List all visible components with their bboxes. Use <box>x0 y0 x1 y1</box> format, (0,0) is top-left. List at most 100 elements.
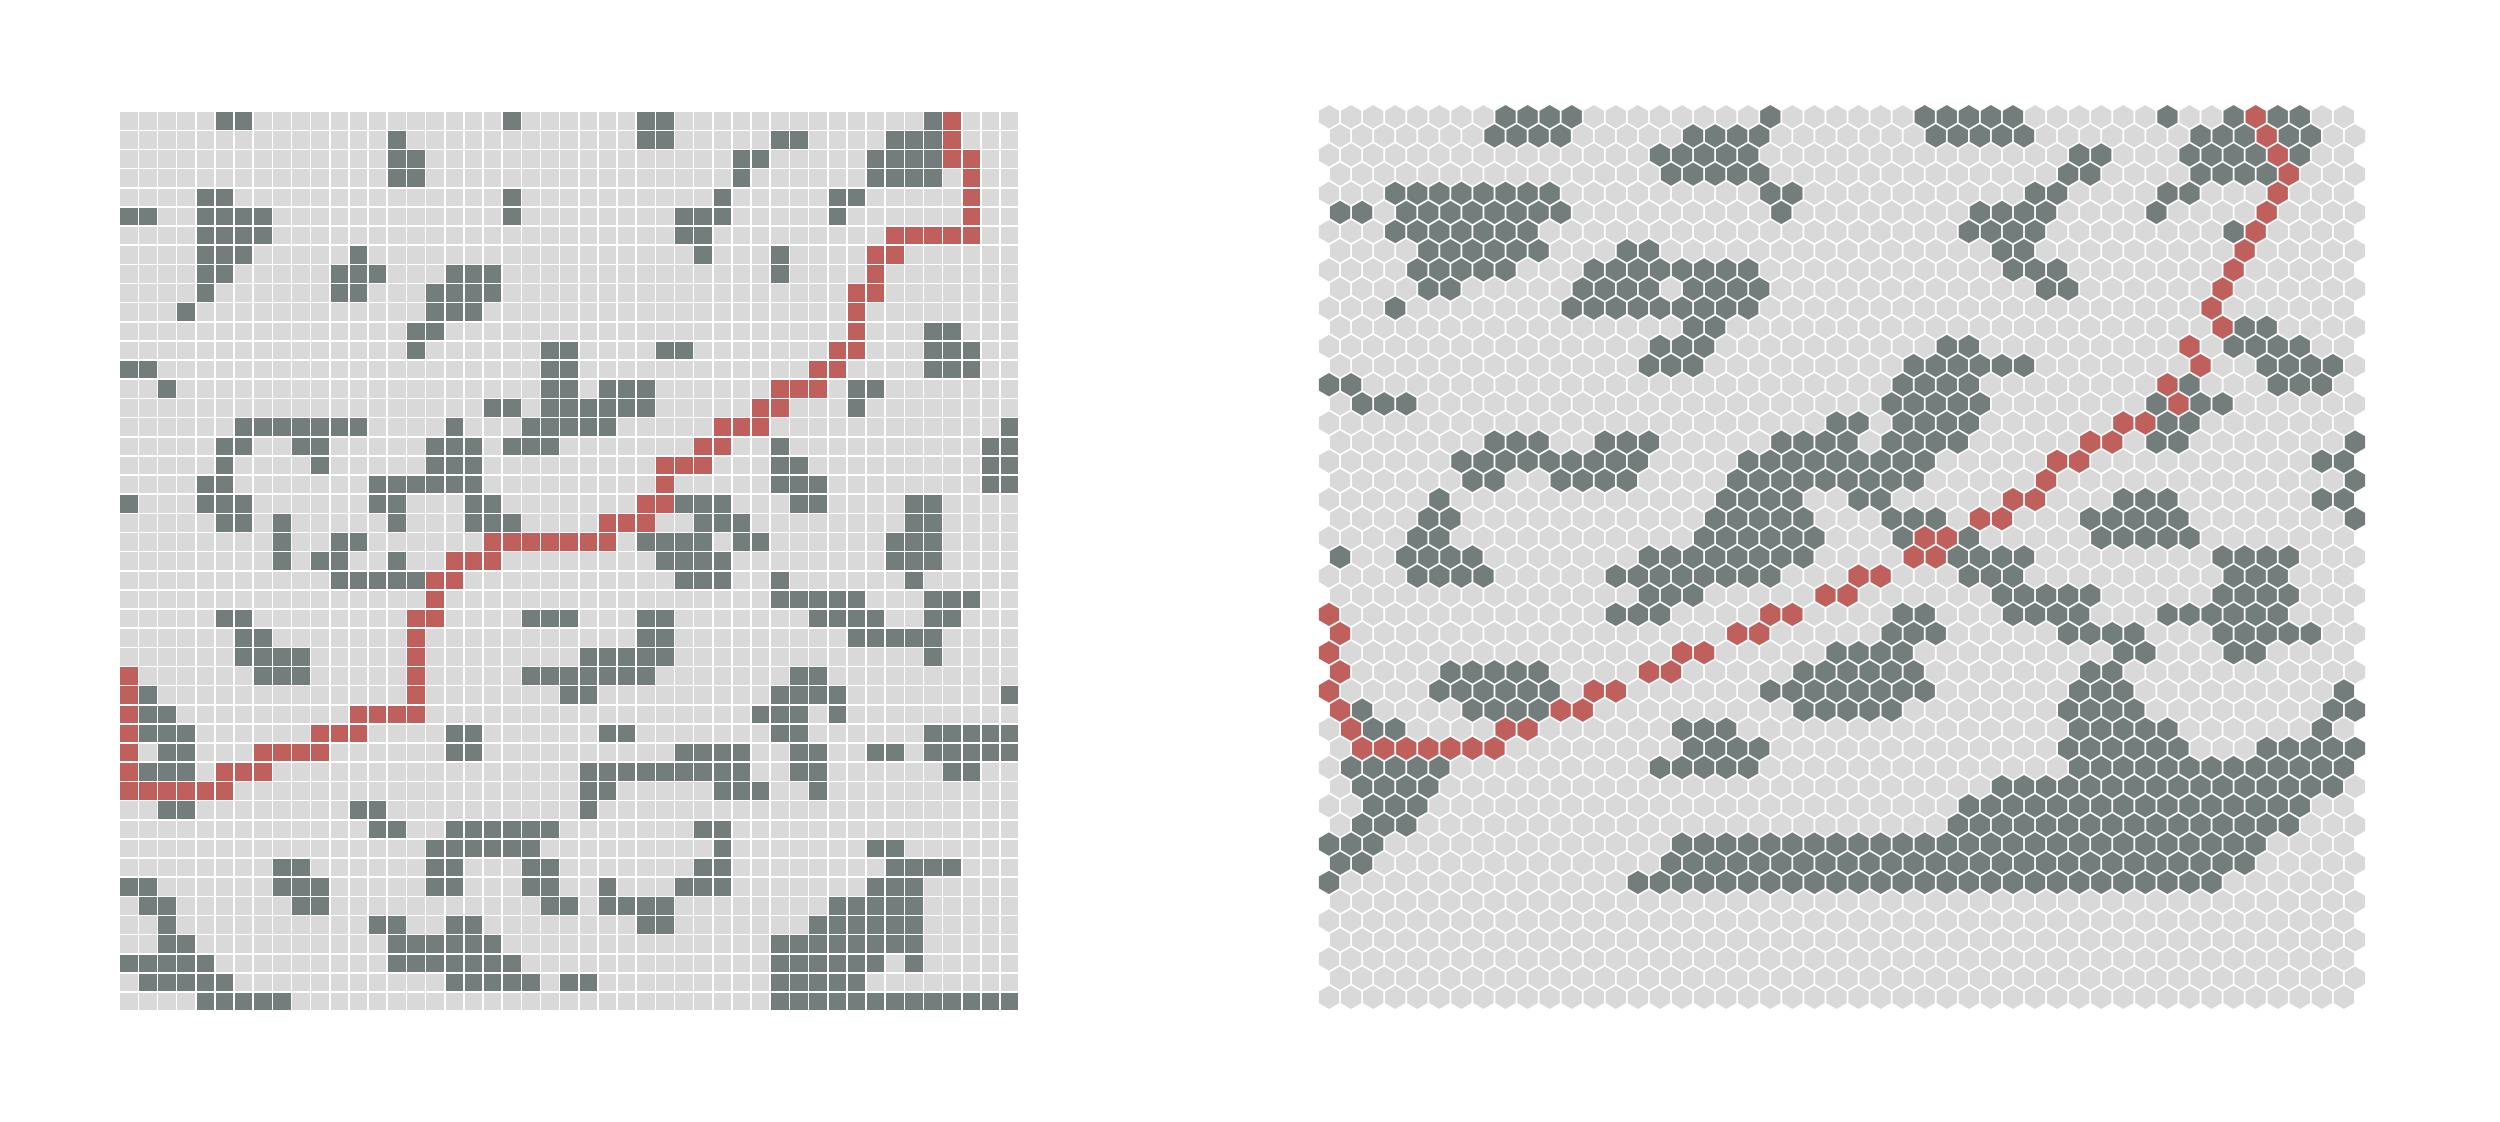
hex-cell-empty <box>1638 698 1660 722</box>
square-cell-empty <box>273 284 291 302</box>
square-cell-empty <box>483 858 502 877</box>
square-cell-empty <box>637 992 655 1011</box>
square-cell-wall <box>598 897 617 915</box>
square-cell-empty <box>598 456 617 475</box>
square-cell-empty <box>828 514 847 532</box>
hex-cell-wall <box>1418 507 1439 531</box>
hex-cell-empty <box>2311 296 2333 320</box>
hex-cell-path <box>2190 353 2211 378</box>
hex-cell-empty <box>1605 755 1626 780</box>
square-cell-empty <box>943 629 961 647</box>
hex-cell-wall <box>2146 774 2167 799</box>
hex-cell-empty <box>2201 373 2222 397</box>
hex-cell-wall <box>2091 870 2112 895</box>
square-cell-empty <box>598 112 617 130</box>
hex-cell-empty <box>1495 373 1516 397</box>
hex-cell-empty <box>1815 315 1836 340</box>
square-cell-empty <box>771 801 789 819</box>
square-cell-empty <box>215 571 234 590</box>
square-cell-empty <box>962 552 981 570</box>
square-cell-empty <box>694 322 712 341</box>
square-cell-wall <box>215 609 234 628</box>
hex-cell-wall <box>1991 851 2013 875</box>
square-cell-wall <box>254 992 272 1011</box>
hex-cell-wall <box>1760 832 1781 856</box>
square-cell-wall <box>579 667 598 685</box>
square-cell-empty <box>809 399 827 417</box>
square-cell-wall <box>464 456 483 475</box>
hex-cell-empty <box>1473 985 1494 1009</box>
hex-cell-empty <box>1550 621 1571 646</box>
hex-cell-empty <box>1793 353 1814 378</box>
hex-cell-empty <box>2333 640 2355 665</box>
hex-cell-empty <box>2091 219 2112 244</box>
hex-cell-empty <box>1892 717 1913 741</box>
square-cell-empty <box>330 954 349 973</box>
hex-cell-empty <box>1351 583 1373 607</box>
hex-cell-wall <box>1969 353 1991 378</box>
hex-cell-wall <box>1749 545 1770 569</box>
hex-cell-wall <box>2201 143 2222 167</box>
hex-cell-empty <box>2300 315 2321 340</box>
hex-cell-wall <box>2311 449 2333 474</box>
hex-cell-empty <box>2333 717 2355 741</box>
hex-cell-empty <box>1550 774 1571 799</box>
hex-cell-empty <box>1881 774 1902 799</box>
hex-cell-empty <box>2223 296 2244 320</box>
square-cell-empty <box>598 265 617 283</box>
hex-cell-empty <box>1804 640 1825 665</box>
square-cell-wall <box>368 571 387 590</box>
hex-cell-empty <box>2124 660 2145 684</box>
hex-cell-empty <box>1374 545 1395 569</box>
square-cell-empty <box>962 399 981 417</box>
hex-cell-wall <box>2124 736 2145 761</box>
hex-cell-wall <box>2256 736 2277 761</box>
hex-cell-empty <box>2069 411 2090 435</box>
hex-cell-path <box>2024 487 2046 512</box>
square-cell-empty <box>771 188 789 207</box>
square-cell-empty <box>158 494 176 513</box>
hex-cell-empty <box>1462 353 1483 378</box>
square-cell-wall <box>866 954 885 973</box>
hex-cell-wall <box>1782 679 1803 703</box>
square-cell-empty <box>847 552 866 570</box>
hex-cell-empty <box>1506 621 1527 646</box>
square-cell-empty <box>617 782 636 800</box>
hex-cell-empty <box>1517 487 1538 512</box>
square-cell-empty <box>407 399 425 417</box>
square-cell-empty <box>675 648 693 666</box>
square-cell-empty <box>139 418 157 436</box>
square-cell-empty <box>388 380 406 398</box>
hex-cell-empty <box>2135 947 2156 971</box>
square-cell-empty <box>349 782 368 800</box>
square-cell-empty <box>158 590 176 609</box>
square-cell-empty <box>732 724 751 743</box>
square-cell-wall <box>694 533 712 551</box>
hex-cell-empty <box>1407 449 1428 474</box>
square-cell-empty <box>579 246 598 264</box>
hex-cell-empty <box>1429 794 1450 818</box>
hex-cell-empty <box>1859 889 1880 914</box>
square-cell-empty <box>483 418 502 436</box>
hex-cell-empty <box>1980 755 2002 780</box>
square-cell-wall <box>483 399 502 417</box>
hex-cell-empty <box>1462 162 1483 186</box>
hex-cell-empty <box>2080 966 2101 990</box>
square-cell-empty <box>790 533 808 551</box>
hex-cell-empty <box>2267 832 2288 856</box>
square-cell-empty <box>713 724 732 743</box>
square-cell-empty <box>234 686 253 704</box>
square-cell-empty <box>541 131 559 149</box>
square-cell-empty <box>215 360 234 379</box>
square-cell-wall <box>349 418 368 436</box>
hex-cell-empty <box>1991 392 2013 416</box>
hex-cell-empty <box>2024 947 2046 971</box>
square-cell-empty <box>675 916 693 934</box>
hex-cell-empty <box>1351 468 1373 493</box>
square-cell-empty <box>598 169 617 187</box>
square-cell-empty <box>1000 801 1019 819</box>
square-cell-empty <box>656 877 674 896</box>
square-cell-empty <box>694 973 712 992</box>
hex-cell-empty <box>2080 889 2101 914</box>
square-cell-empty <box>311 916 330 934</box>
